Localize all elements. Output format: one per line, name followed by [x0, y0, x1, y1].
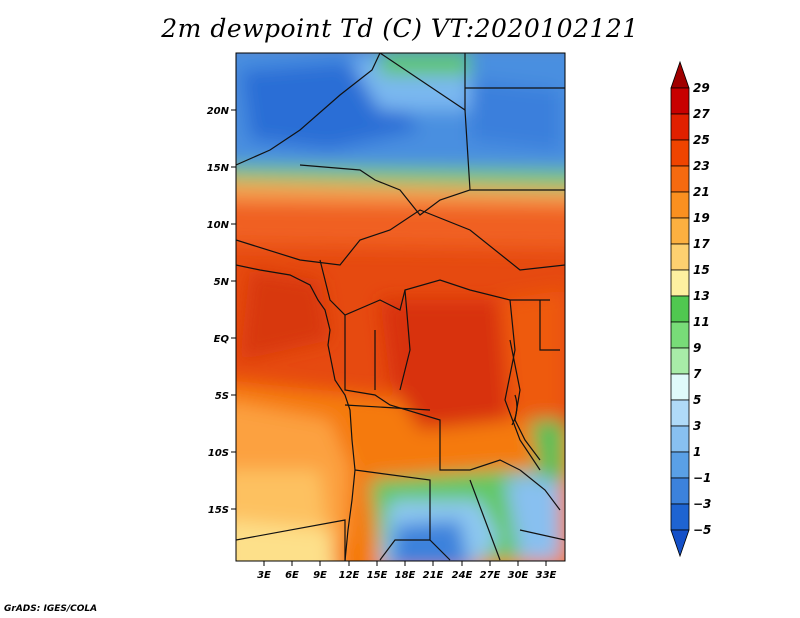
- lon-label: 3E: [257, 570, 271, 581]
- colorbar-swatch: [670, 321, 690, 349]
- colorbar-swatch: [670, 113, 690, 141]
- colorbar-swatch: [670, 243, 690, 271]
- lon-label: 30E: [508, 570, 529, 581]
- plot-frame: [235, 52, 566, 562]
- lat-label: 15N: [207, 163, 230, 174]
- colorbar-label: 27: [693, 107, 710, 121]
- latitude-labels: 20N 15N 10N 5N EQ 5S 10S 15S: [207, 106, 230, 516]
- colorbar-label: 15: [693, 263, 710, 277]
- colorbar-swatch: [670, 399, 690, 427]
- lon-label: 6E: [285, 570, 299, 581]
- longitude-labels: 3E 6E 9E 12E 15E 18E 21E 24E 27E 30E 33E: [257, 570, 556, 581]
- axis-ticks: [231, 109, 547, 566]
- colorbar: [670, 60, 690, 558]
- lat-label: 5S: [215, 391, 229, 402]
- map-title: 2m dewpoint Td (C) VT:2020102121: [161, 14, 639, 43]
- lon-label: 27E: [480, 570, 501, 581]
- lon-label: 15E: [367, 570, 388, 581]
- dewpoint-field: [236, 53, 565, 561]
- colorbar-swatch: [670, 425, 690, 453]
- lat-label: 10S: [208, 448, 229, 459]
- colorbar-label: 29: [693, 81, 710, 95]
- colorbar-swatch: [670, 451, 690, 479]
- colorbar-label: 13: [693, 289, 710, 303]
- lon-label: 12E: [339, 570, 360, 581]
- colorbar-swatch: [670, 165, 690, 193]
- colorbar-swatch: [670, 347, 690, 375]
- colorbar-label: −1: [693, 471, 711, 485]
- colorbar-label: 17: [693, 237, 710, 251]
- lon-label: 33E: [536, 570, 557, 581]
- lon-label: 24E: [452, 570, 473, 581]
- colorbar-swatch: [670, 60, 690, 89]
- colorbar-swatch: [670, 87, 690, 115]
- colorbar-swatch: [670, 503, 690, 531]
- colorbar-label: 1: [693, 445, 701, 459]
- colorbar-label: 21: [693, 185, 710, 199]
- lon-label: 21E: [423, 570, 444, 581]
- colorbar-label: −3: [693, 497, 711, 511]
- lon-label: 9E: [313, 570, 327, 581]
- colorbar-swatch: [670, 529, 690, 558]
- lat-label: 15S: [208, 505, 229, 516]
- colorbar-swatch: [670, 477, 690, 505]
- colorbar-swatch: [670, 269, 690, 297]
- colorbar-swatch: [670, 139, 690, 167]
- colorbar-label: 7: [693, 367, 702, 381]
- colorbar-label: 11: [693, 315, 710, 329]
- lat-label: EQ: [214, 334, 230, 345]
- colorbar-label: −5: [693, 523, 711, 537]
- lat-label: 10N: [207, 220, 230, 231]
- lat-label: 20N: [207, 106, 230, 117]
- colorbar-labels: 29 27 25 23 21 19 17 15 13 11 9 7 5 3 1 …: [693, 81, 711, 537]
- colorbar-label: 5: [693, 393, 701, 407]
- lat-label: 5N: [214, 277, 230, 288]
- colorbar-swatch: [670, 295, 690, 323]
- colorbar-label: 19: [693, 211, 710, 225]
- lon-label: 18E: [395, 570, 416, 581]
- colorbar-swatch: [670, 191, 690, 219]
- country-borders: [236, 53, 565, 561]
- colorbar-label: 9: [693, 341, 701, 355]
- colorbar-swatch: [670, 373, 690, 401]
- colorbar-label: 3: [693, 419, 701, 433]
- colorbar-label: 23: [693, 159, 710, 173]
- grads-credit: GrADS: IGES/COLA: [4, 604, 98, 614]
- colorbar-label: 25: [693, 133, 710, 147]
- coastline: [236, 264, 541, 561]
- colorbar-swatch: [670, 217, 690, 245]
